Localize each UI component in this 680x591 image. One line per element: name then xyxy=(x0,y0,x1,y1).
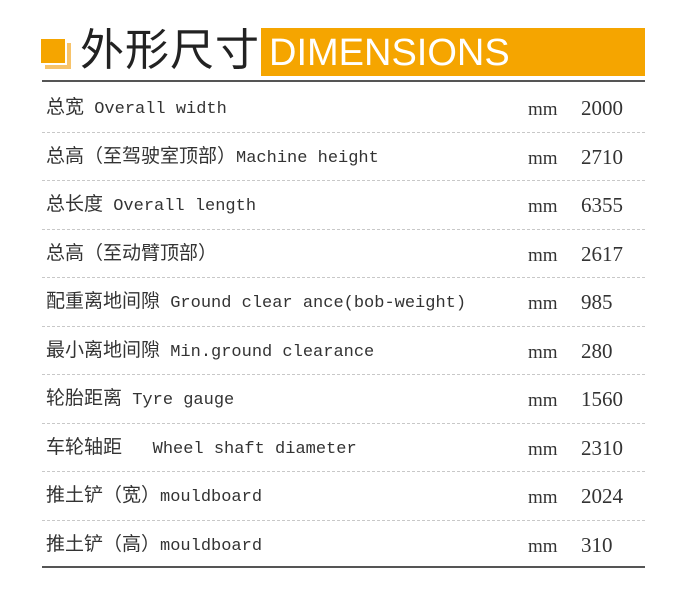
label-chinese: 推土铲（宽） xyxy=(46,485,161,506)
bottom-divider xyxy=(42,566,645,568)
row-value: 310 xyxy=(581,532,613,557)
row-unit: mm xyxy=(528,341,558,363)
row-unit: mm xyxy=(528,293,558,314)
row-unit: mm xyxy=(528,244,558,266)
row-unit: mm xyxy=(528,390,558,411)
label-chinese: 配重离地间隙 xyxy=(46,291,161,312)
row-label: 推土铲（宽）mouldboard xyxy=(46,484,262,510)
row-value: 2000 xyxy=(581,96,623,120)
dimensions-table: 总宽 Overall width mm 2000 总高（至驾驶室顶部）Machine … xyxy=(42,84,645,568)
label-english: Overall width xyxy=(84,100,227,119)
label-english: Tyre gauge xyxy=(122,391,235,410)
label-english: Ground clear ance(bob-weight) xyxy=(160,294,467,313)
row-unit: mm xyxy=(528,147,558,169)
label-chinese: 总宽 xyxy=(46,97,85,118)
top-divider xyxy=(42,80,645,82)
square-icon xyxy=(41,39,67,65)
table-row: 配重离地间隙 Ground clear ance(bob-weight) mm 98… xyxy=(42,278,645,327)
label-english: mouldboard xyxy=(160,536,263,556)
row-label: 推土铲（高）mouldboard xyxy=(46,533,262,559)
table-row: 最小离地间隙 Min.ground clearance mm 280 xyxy=(42,327,645,375)
row-value: 2310 xyxy=(581,435,623,460)
table-row: 推土铲（高）mouldboard mm 310 xyxy=(42,521,645,569)
table-row: 推土铲（宽）mouldboard mm 2024 xyxy=(42,472,645,521)
row-value: 1560 xyxy=(581,387,623,411)
row-label: 轮胎距离 Tyre gauge xyxy=(46,387,234,413)
row-value: 985 xyxy=(581,290,613,314)
row-label: 总宽 Overall width xyxy=(46,96,227,122)
row-label: 总高（至动臂顶部） xyxy=(46,242,217,268)
label-chinese: 最小离地间隙 xyxy=(46,339,161,361)
table-row: 总长度 Overall length mm 6355 xyxy=(42,181,645,230)
label-chinese: 总高（至动臂顶部） xyxy=(46,242,218,264)
row-unit: mm xyxy=(528,99,558,120)
row-value: 2710 xyxy=(581,144,623,169)
table-row: 车轮轴距 Wheel shaft diameter mm 2310 xyxy=(42,424,645,472)
label-english: mouldboard xyxy=(160,488,263,507)
row-value: 2617 xyxy=(581,241,623,266)
label-chinese: 车轮轴距 xyxy=(46,436,123,458)
row-unit: mm xyxy=(528,196,558,217)
title-chinese: 外形尺寸 xyxy=(80,25,260,76)
row-value: 280 xyxy=(581,338,613,363)
row-label: 车轮轴距 Wheel shaft diameter xyxy=(46,436,357,462)
table-row: 总高（至驾驶室顶部）Machine height mm 2710 xyxy=(42,133,645,181)
row-value: 2024 xyxy=(581,484,623,508)
table-row: 总高（至动臂顶部） mm 2617 xyxy=(42,230,645,278)
row-label: 总长度 Overall length xyxy=(46,193,256,219)
row-label: 配重离地间隙 Ground clear ance(bob-weight) xyxy=(46,290,466,316)
table-row: 总宽 Overall width mm 2000 xyxy=(42,84,645,133)
row-unit: mm xyxy=(528,535,558,557)
label-english: Wheel shaft diameter xyxy=(122,439,357,459)
label-chinese: 总高（至驾驶室顶部） xyxy=(46,145,237,167)
label-english: Overall length xyxy=(103,197,257,216)
row-unit: mm xyxy=(528,438,558,460)
row-label: 总高（至驾驶室顶部）Machine height xyxy=(46,145,379,171)
label-chinese: 推土铲（高） xyxy=(46,533,161,555)
title-english: DIMENSIONS xyxy=(269,32,510,74)
table-row: 轮胎距离 Tyre gauge mm 1560 xyxy=(42,375,645,424)
label-chinese: 总长度 xyxy=(46,194,104,215)
title-banner: DIMENSIONS xyxy=(261,28,645,76)
label-chinese: 轮胎距离 xyxy=(46,388,123,409)
row-value: 6355 xyxy=(581,193,623,217)
label-english: Min.ground clearance xyxy=(160,342,375,362)
label-english: Machine height xyxy=(236,148,379,168)
row-unit: mm xyxy=(528,487,558,508)
row-label: 最小离地间隙 Min.ground clearance xyxy=(46,339,374,365)
